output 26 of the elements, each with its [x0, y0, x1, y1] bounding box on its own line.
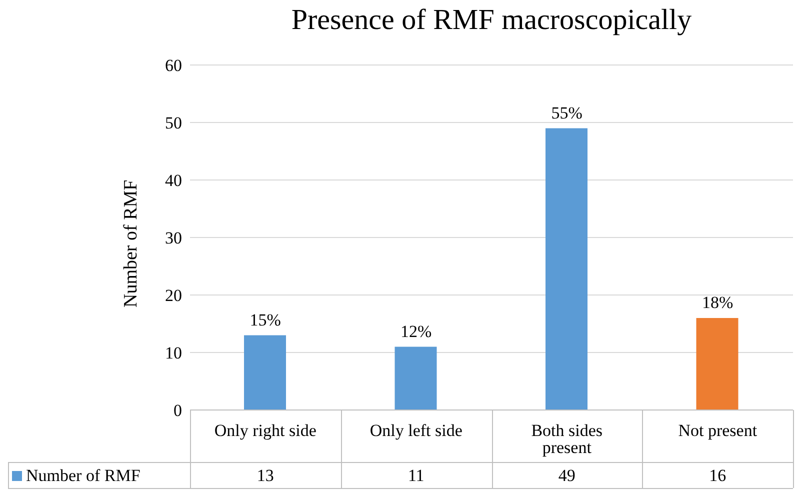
- x-tick-label: Only left side: [370, 421, 462, 440]
- bar: [394, 346, 437, 410]
- legend-label: Number of RMF: [26, 466, 140, 486]
- annotation: 15%: [250, 310, 281, 330]
- bar: [546, 128, 588, 410]
- y-tick-label: 20: [165, 286, 182, 306]
- x-tick-label: Only right side: [214, 421, 316, 440]
- y-tick-label: 60: [165, 56, 182, 76]
- data-label: 49: [557, 466, 576, 486]
- y-axis-title: Number of RMF: [120, 180, 142, 308]
- y-tick-label: 10: [165, 344, 182, 363]
- chart-title: Presence of RMF macroscopically: [290, 4, 693, 37]
- annotation: 18%: [702, 293, 734, 312]
- bar: [696, 318, 738, 410]
- y-tick-label: 30: [165, 228, 182, 248]
- data-label: 13: [256, 466, 275, 486]
- data-label: 11: [406, 466, 426, 486]
- y-tick-label: 0: [174, 401, 182, 420]
- x-tick-label: Not present: [678, 421, 758, 440]
- annotation: 55%: [551, 103, 582, 122]
- annotation: 12%: [400, 322, 432, 341]
- data-label: 16: [708, 466, 728, 486]
- y-tick-label: 50: [165, 114, 182, 133]
- y-tick-label: 40: [165, 171, 182, 190]
- x-tick-label: Both sides present: [531, 421, 603, 458]
- bar: [244, 335, 286, 410]
